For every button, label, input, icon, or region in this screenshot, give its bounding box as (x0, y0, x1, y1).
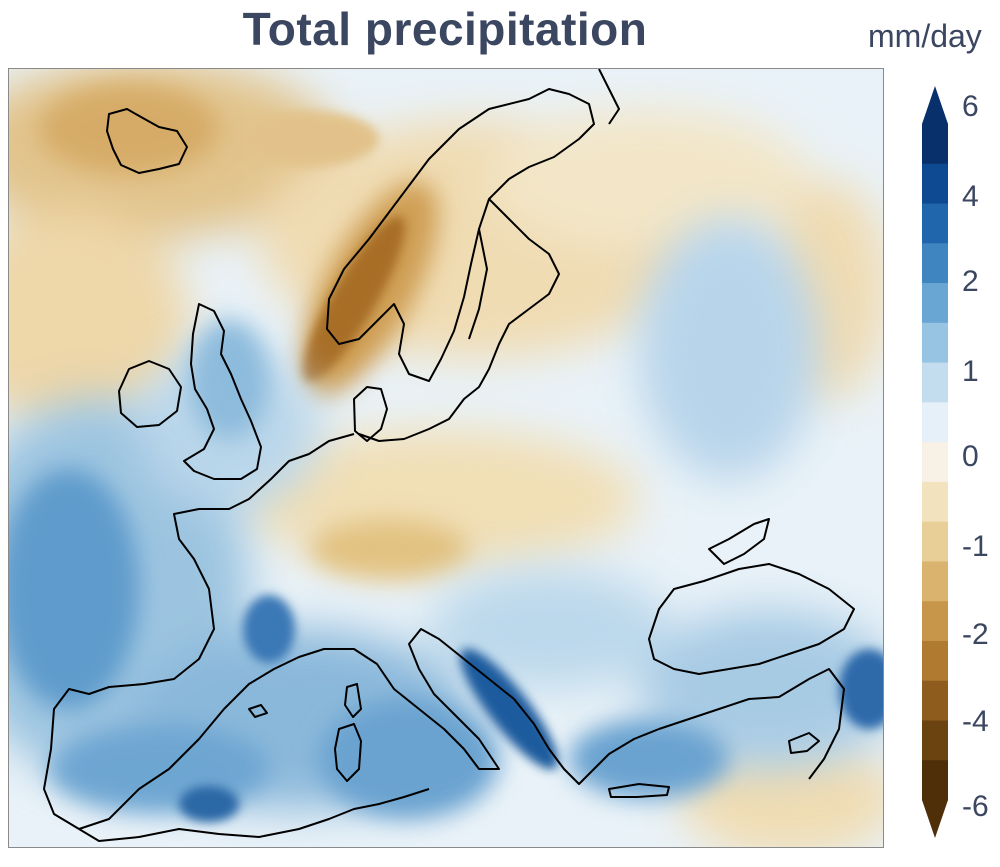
map-canvas (9, 69, 883, 847)
colorbar-unit-label: mm/day (868, 18, 982, 54)
coastline-black-sea (648, 563, 855, 675)
colorbar-block (922, 283, 948, 324)
coastline-ireland (118, 360, 182, 428)
coastline-balearics (248, 704, 268, 718)
colorbar-block (922, 640, 948, 682)
colorbar-block (922, 124, 948, 165)
coastline-iceland (106, 108, 188, 174)
chart-title: Total precipitation (242, 3, 648, 55)
colorbar-block (922, 680, 948, 721)
coastline-crete (608, 783, 670, 798)
colorbar-tick-label: -6 (962, 790, 989, 823)
coastline-turkey (658, 668, 845, 780)
coastlines (43, 69, 855, 842)
colorbar-block (922, 163, 948, 205)
colorbar-extend-bottom (922, 800, 948, 838)
colorbar-tick-label: 2 (962, 265, 979, 298)
colorbar-block (922, 402, 948, 443)
coastline-sardinia (334, 723, 362, 782)
colorbar-tick-label: -1 (962, 530, 989, 563)
coastline-north-fragment (598, 69, 620, 125)
coastline-crimea (708, 518, 770, 565)
colorbar-extend-top (922, 86, 948, 124)
precipitation-anomaly-field (9, 69, 883, 847)
coastline-scandinavia (326, 88, 595, 382)
colorbar-block (922, 720, 948, 761)
coastline-continental-west (43, 433, 355, 830)
colorbar-tick-label: 1 (962, 355, 979, 388)
colorbar-tick-label: 0 (962, 440, 979, 473)
colorbar-block (922, 481, 948, 523)
colorbar-block (922, 442, 948, 483)
colorbar-tick-label: -2 (962, 618, 989, 651)
colorbar-tick-label: 4 (962, 180, 979, 213)
coastline-cyprus (788, 732, 820, 754)
colorbar-tick-label: 6 (962, 90, 979, 123)
colorbar-block (922, 243, 948, 284)
coastline-bothnia (468, 228, 488, 340)
colorbar (922, 86, 948, 838)
colorbar-block (922, 760, 948, 801)
coastline-mediterranean-north (78, 628, 660, 830)
coastline-corsica (344, 683, 362, 718)
coastline-north-africa (78, 788, 430, 842)
coastline-baltic (358, 198, 560, 442)
colorbar-block (922, 521, 948, 562)
colorbar-block (922, 561, 948, 602)
colorbar-block (922, 203, 948, 244)
colorbar-block (922, 601, 948, 642)
colorbar-block (922, 322, 948, 364)
coastline-denmark (353, 386, 388, 442)
colorbar-block (922, 362, 948, 403)
precipitation-map (8, 68, 884, 848)
coastline-great-britain (183, 303, 262, 480)
colorbar-tick-label: -4 (962, 705, 989, 738)
